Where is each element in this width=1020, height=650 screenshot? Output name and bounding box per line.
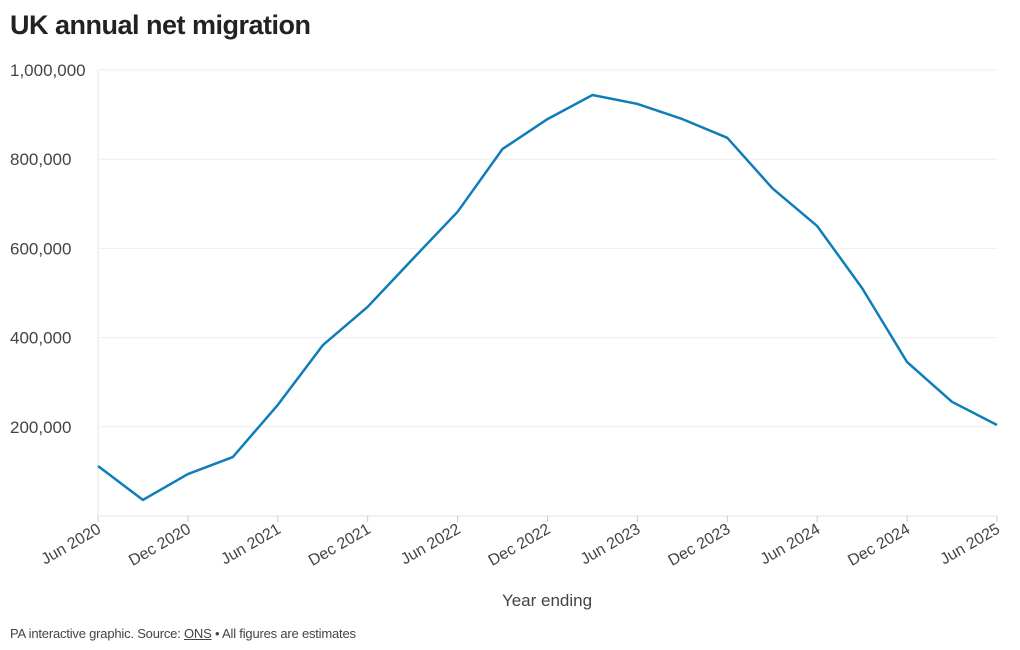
series xyxy=(92,89,1003,506)
x-tick-label: Dec 2023 xyxy=(665,521,733,570)
data-point[interactable] xyxy=(721,132,733,144)
data-point[interactable] xyxy=(362,301,374,313)
x-tick-label: Jun 2025 xyxy=(937,521,1003,569)
footer-prefix: PA interactive graphic. Source: xyxy=(10,626,185,641)
line-chart: 200,000 400,000 600,000 800,000 1,000,000 Ju… xyxy=(10,61,1003,610)
data-point[interactable] xyxy=(407,253,419,265)
data-point[interactable] xyxy=(991,419,1003,431)
data-point[interactable] xyxy=(182,468,194,480)
chart-title: UK annual net migration xyxy=(10,10,311,40)
x-axis-label: Year ending xyxy=(502,591,592,610)
footer: PA interactive graphic. Source: ONS • Al… xyxy=(10,626,356,641)
footer-suffix: • All figures are estimates xyxy=(211,626,356,641)
series-line xyxy=(97,93,998,502)
gridlines xyxy=(97,69,997,522)
x-tick-label: Jun 2023 xyxy=(578,521,644,569)
data-point[interactable] xyxy=(856,282,868,294)
y-tick-label: 200,000 xyxy=(10,418,71,437)
x-tick-label: Dec 2021 xyxy=(306,521,374,570)
y-tick-label: 800,000 xyxy=(10,150,71,169)
y-axis-ticks: 200,000 400,000 600,000 800,000 1,000,000 xyxy=(10,61,86,437)
data-point[interactable] xyxy=(946,396,958,408)
data-point[interactable] xyxy=(272,399,284,411)
data-point[interactable] xyxy=(811,220,823,232)
y-tick-label: 400,000 xyxy=(10,329,71,348)
x-tick-label: Jun 2024 xyxy=(758,521,824,569)
data-point[interactable] xyxy=(497,143,509,155)
data-point[interactable] xyxy=(452,206,464,218)
data-point[interactable] xyxy=(137,494,149,506)
data-point[interactable] xyxy=(227,451,239,463)
data-point[interactable] xyxy=(631,98,643,110)
x-tick-label: Jun 2020 xyxy=(38,521,104,569)
data-point[interactable] xyxy=(901,356,913,368)
source-link[interactable]: ONS xyxy=(184,626,212,641)
data-point[interactable] xyxy=(542,113,554,125)
x-tick-label: Dec 2022 xyxy=(486,521,554,570)
y-tick-label: 1,000,000 xyxy=(10,61,86,80)
y-tick-label: 600,000 xyxy=(10,239,71,258)
x-tick-label: Jun 2022 xyxy=(398,521,464,569)
data-point[interactable] xyxy=(317,339,329,351)
data-point[interactable] xyxy=(766,182,778,194)
x-tick-label: Dec 2024 xyxy=(845,521,913,570)
data-point[interactable] xyxy=(676,113,688,125)
x-tick-label: Dec 2020 xyxy=(126,521,194,570)
data-point[interactable] xyxy=(92,460,104,472)
data-point[interactable] xyxy=(586,89,598,101)
x-tick-label: Jun 2021 xyxy=(218,521,284,569)
x-axis-ticks: Jun 2020 Dec 2020 Jun 2021 Dec 2021 Jun 2022… xyxy=(38,516,1003,570)
